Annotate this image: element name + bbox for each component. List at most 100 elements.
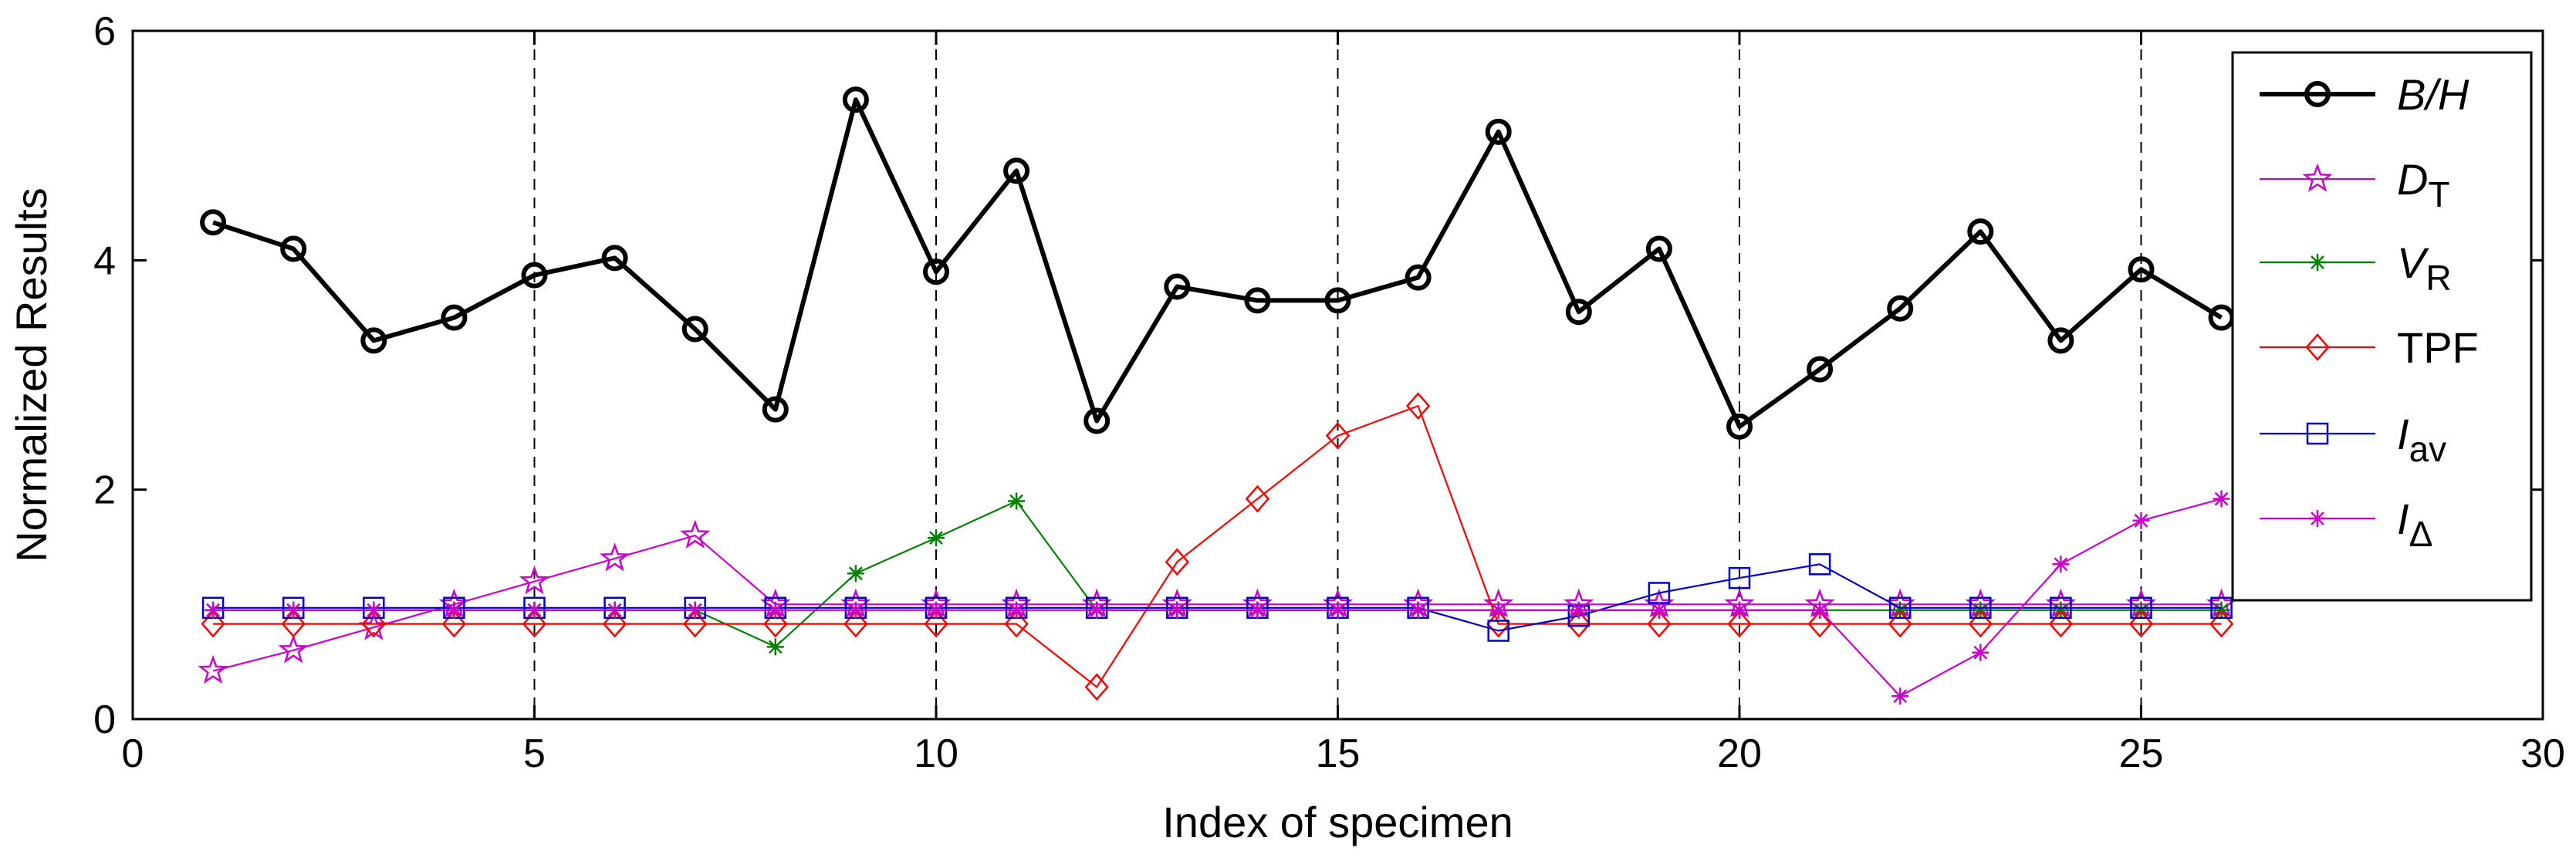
- point-i-4: [445, 601, 463, 619]
- point-d-t-5: [519, 565, 550, 595]
- point-v-r-10: [928, 529, 945, 547]
- point-i-av-24: [2050, 596, 2072, 620]
- point-i-5: [526, 601, 543, 619]
- point-tpf-18: [1567, 610, 1591, 638]
- legend-item-i: IΔ: [2260, 495, 2432, 554]
- point-b-h-5: [521, 262, 548, 289]
- point-b-h-15: [1324, 287, 1351, 314]
- point-tpf-7: [683, 610, 708, 638]
- legend-box: [2231, 51, 2533, 602]
- point-i-3: [365, 601, 383, 619]
- series-line-i-av: [213, 563, 2222, 632]
- point-i-av-22: [1888, 596, 1912, 620]
- series-tpf: [201, 392, 2234, 701]
- point-b-h-23: [1967, 218, 1994, 245]
- point-tpf-12: [1084, 673, 1109, 701]
- y-axis-label: Normalized Results: [7, 187, 56, 562]
- legend-item-b-h: B/H: [2260, 70, 2470, 119]
- point-b-h-18: [1565, 299, 1592, 326]
- point-i-25: [2132, 512, 2150, 529]
- point-b-h-2: [280, 235, 307, 262]
- y-tick-label: 2: [93, 468, 116, 513]
- point-v-r-11: [1008, 492, 1026, 510]
- point-v-r-9: [847, 565, 864, 583]
- point-i-26: [2213, 490, 2230, 508]
- y-tick-label: 0: [93, 697, 116, 742]
- point-tpf-1: [201, 610, 225, 638]
- point-b-h-20: [1726, 413, 1753, 440]
- point-i-20: [1731, 601, 1748, 619]
- y-tick-label: 4: [93, 238, 116, 283]
- point-i-10: [928, 601, 945, 619]
- point-i-15: [1329, 601, 1347, 619]
- point-tpf-23: [1968, 610, 1993, 638]
- point-d-t-1: [198, 654, 228, 684]
- point-tpf-2: [281, 610, 306, 638]
- point-tpf-26: [2209, 610, 2234, 638]
- point-i-12: [1088, 601, 1106, 619]
- point-d-t-6: [599, 542, 630, 572]
- legend-item-tpf: TPF: [2260, 323, 2479, 372]
- point-tpf-21: [1807, 610, 1832, 638]
- point-b-h-22: [1887, 295, 1914, 322]
- point-i-av-21: [1808, 553, 1831, 576]
- point-i-av-26: [2210, 596, 2233, 620]
- point-i-23: [1972, 643, 1989, 661]
- point-tpf-20: [1727, 610, 1752, 638]
- point-b-h-21: [1807, 356, 1834, 383]
- point-i-16: [1409, 601, 1427, 619]
- legend-label-v-r: VR: [2397, 238, 2452, 298]
- legend-label-i: IΔ: [2397, 495, 2432, 554]
- point-tpf-11: [1004, 610, 1029, 638]
- point-b-h-4: [441, 304, 468, 331]
- point-tpf-9: [843, 610, 868, 638]
- legend-marker-d-t: [2302, 163, 2333, 192]
- point-b-h-9: [842, 86, 869, 113]
- point-tpf-6: [602, 610, 627, 638]
- point-b-h-10: [923, 258, 949, 285]
- point-i-8: [766, 601, 784, 619]
- point-i-9: [847, 601, 864, 619]
- point-b-h-6: [601, 245, 628, 272]
- point-i-13: [1168, 601, 1186, 619]
- series-i: [205, 490, 2230, 705]
- point-b-h-17: [1485, 118, 1512, 145]
- legend-marker-i: [2309, 510, 2326, 527]
- point-tpf-25: [2128, 610, 2154, 638]
- point-i-21: [1811, 601, 1829, 619]
- legend-label-i-av: Iav: [2397, 410, 2446, 469]
- series-layer: [198, 86, 2237, 705]
- x-axis-label: Index of specimen: [1162, 798, 1513, 846]
- point-b-h-12: [1083, 407, 1111, 434]
- point-tpf-15: [1325, 421, 1351, 450]
- point-i-18: [1570, 601, 1587, 619]
- legend-marker-tpf: [2305, 333, 2330, 361]
- x-tick-label: 15: [1316, 731, 1361, 776]
- point-b-h-16: [1405, 264, 1432, 291]
- point-b-h-3: [360, 327, 387, 354]
- point-d-t-2: [278, 634, 309, 664]
- point-i-av-25: [2130, 596, 2152, 620]
- legend-marker-i-av: [2306, 422, 2329, 445]
- x-tick-label: 0: [122, 731, 144, 776]
- point-tpf-13: [1165, 548, 1189, 576]
- point-i-7: [686, 601, 704, 619]
- point-i-14: [1249, 601, 1266, 619]
- x-tick-label: 10: [914, 731, 958, 776]
- legend-label-tpf: TPF: [2397, 323, 2479, 372]
- point-tpf-14: [1245, 485, 1270, 513]
- point-i-av-17: [1487, 620, 1509, 642]
- point-i-6: [606, 601, 624, 619]
- legend-marker-b-h: [2304, 81, 2331, 107]
- point-d-t-7: [680, 519, 711, 549]
- point-tpf-5: [522, 610, 547, 638]
- axes: 0 5 10 15 20 25 30 0 2 4 6: [93, 9, 2565, 776]
- point-tpf-22: [1888, 610, 1912, 638]
- point-i-1: [205, 601, 222, 619]
- x-tick-label: 30: [2520, 731, 2565, 776]
- x-tick-label: 25: [2119, 731, 2164, 776]
- point-i-22: [1891, 687, 1909, 705]
- legend-marker-v-r: [2309, 254, 2326, 271]
- series-b-h: [200, 86, 2235, 440]
